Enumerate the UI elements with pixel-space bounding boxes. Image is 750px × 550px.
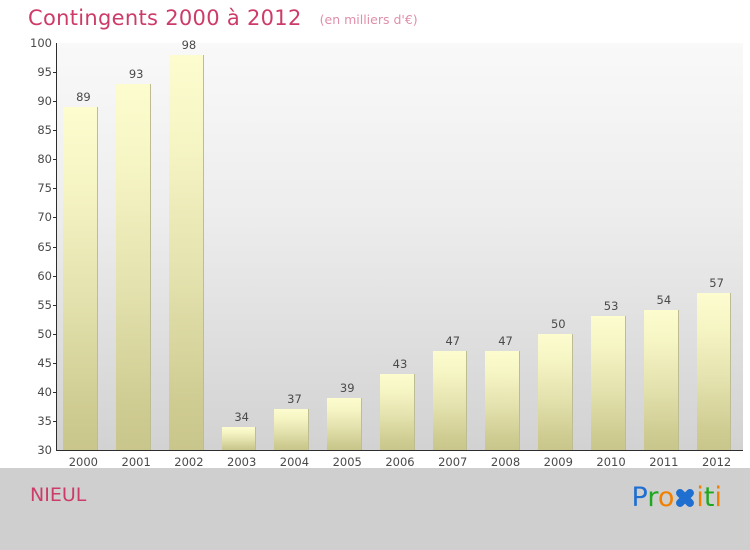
x-axis-tick-label: 2001	[121, 455, 151, 469]
y-axis-tick-label: 45	[37, 355, 52, 370]
bar[interactable]	[274, 409, 310, 450]
y-axis-tick-label: 75	[37, 181, 52, 196]
y-axis-tick-mark	[53, 392, 57, 393]
bar-slot: 37	[268, 43, 321, 450]
logo-x-icon	[674, 487, 696, 509]
bar[interactable]	[643, 310, 679, 450]
bar-slot: 53	[585, 43, 638, 450]
bar-slot: 50	[532, 43, 585, 450]
x-axis-tick-label: 2002	[174, 455, 204, 469]
bar-value-label: 39	[339, 380, 355, 395]
bar-slot: 93	[110, 43, 163, 450]
y-axis-tick-mark	[53, 305, 57, 306]
y-axis-tick-mark	[53, 72, 57, 73]
x-axis-tick-label: 2007	[438, 455, 468, 469]
y-axis-tick-label: 80	[37, 152, 52, 167]
y-axis-tick-mark	[53, 188, 57, 189]
x-axis-tick-label: 2008	[490, 455, 521, 469]
bar-value-label: 89	[76, 89, 91, 104]
bar-value-label: 34	[234, 409, 249, 424]
bar-series: 89 93 98 34 37 39 43 47 47 50 53 54 57	[57, 38, 743, 450]
place-name: NIEUL	[30, 484, 87, 506]
bar-value-label: 57	[709, 276, 724, 291]
y-axis-ticks: 30 35 40 45 50 55 60 65 70 75 80 85 90 95 100	[0, 36, 57, 468]
bar-slot: 39	[321, 43, 374, 450]
y-axis-tick-label: 50	[37, 326, 52, 341]
x-axis-tick-label: 2003	[227, 455, 257, 469]
y-axis-tick-mark	[53, 130, 57, 131]
y-axis-tick-label: 90	[37, 94, 52, 109]
bar[interactable]	[696, 293, 732, 450]
bar[interactable]	[63, 106, 99, 450]
bar-value-label: 53	[603, 299, 619, 314]
y-axis-tick-label: 60	[37, 268, 52, 283]
bar[interactable]	[221, 426, 257, 450]
bar-value-label: 47	[498, 334, 513, 349]
x-axis-ticks: 2000 2001 2002 2003 2004 2005 2006 2007 2008 2009…	[57, 36, 743, 469]
bar-value-label: 54	[656, 293, 672, 308]
x-axis-tick-label: 2011	[649, 455, 679, 469]
bar[interactable]	[168, 54, 204, 450]
chart-canvas: 30 35 40 45 50 55 60 65 70 75 80 85 90 95 100 89 93 98 34…	[0, 36, 750, 469]
bar[interactable]	[379, 374, 415, 450]
bar-slot: 98	[163, 38, 216, 450]
bar[interactable]	[538, 333, 574, 450]
x-axis-tick-label: 2000	[68, 455, 99, 469]
bar-slot: 47	[426, 43, 479, 450]
page-title: Contingents 2000 à 2012	[28, 6, 302, 30]
logo-letter-r: r	[647, 482, 658, 513]
y-axis-tick-mark	[53, 247, 57, 248]
y-axis-tick-label: 70	[37, 210, 52, 225]
bar[interactable]	[485, 351, 521, 450]
bar-value-label: 37	[287, 392, 302, 407]
bar-slot: 47	[479, 43, 532, 450]
y-axis-tick-mark	[53, 334, 57, 335]
y-axis-tick-label: 95	[37, 65, 52, 80]
y-axis-tick-label: 100	[30, 36, 52, 50]
bar-slot: 57	[690, 43, 743, 450]
bar-slot: 89	[57, 43, 110, 450]
logo-letter-p: P	[631, 482, 648, 513]
x-axis-line	[56, 450, 743, 451]
logo-letter-i2: i	[714, 482, 722, 513]
logo-letter-i1: i	[696, 482, 704, 513]
logo-letter-o: o	[657, 482, 675, 513]
x-axis-tick-label: 2005	[332, 455, 362, 469]
y-axis-tick-label: 40	[37, 384, 52, 399]
y-axis-tick-label: 85	[37, 123, 52, 138]
x-axis-tick-label: 2004	[279, 455, 310, 469]
y-axis-tick-label: 30	[37, 443, 52, 457]
bar-value-label: 98	[181, 37, 197, 52]
bar-slot: 43	[374, 43, 427, 450]
bar-value-label: 50	[550, 316, 566, 331]
bar-slot: 34	[215, 43, 268, 450]
y-axis-tick-mark	[53, 276, 57, 277]
bar-value-label: 47	[445, 334, 461, 349]
bar[interactable]	[327, 397, 362, 450]
x-axis-tick-label: 2009	[543, 455, 573, 469]
chart-header: Contingents 2000 à 2012 (en milliers d'€…	[0, 0, 750, 36]
y-axis-tick-label: 35	[37, 413, 52, 428]
bar-value-label: 93	[128, 66, 144, 81]
bar-value-label: 43	[392, 357, 408, 372]
y-axis-tick-mark	[53, 101, 57, 102]
y-axis-tick-mark	[53, 217, 57, 218]
y-axis-tick-mark	[53, 363, 57, 364]
bar-slot: 54	[637, 43, 690, 450]
bar[interactable]	[591, 316, 626, 450]
logo-letter-t: t	[703, 482, 715, 513]
y-axis-tick-label: 65	[37, 239, 52, 254]
x-axis-tick-label: 2012	[701, 455, 732, 469]
proxiti-logo[interactable]: Pro iti	[632, 482, 722, 513]
chart-footer: NIEUL Pro iti	[0, 468, 750, 550]
x-axis-tick-label: 2010	[596, 455, 626, 469]
y-axis-tick-mark	[53, 421, 57, 422]
bar[interactable]	[116, 83, 151, 450]
y-axis-tick-mark	[53, 159, 57, 160]
x-axis-tick-label: 2006	[385, 455, 415, 469]
page-subtitle: (en milliers d'€)	[319, 12, 418, 27]
y-axis-tick-label: 55	[37, 297, 52, 312]
bar[interactable]	[432, 351, 468, 450]
